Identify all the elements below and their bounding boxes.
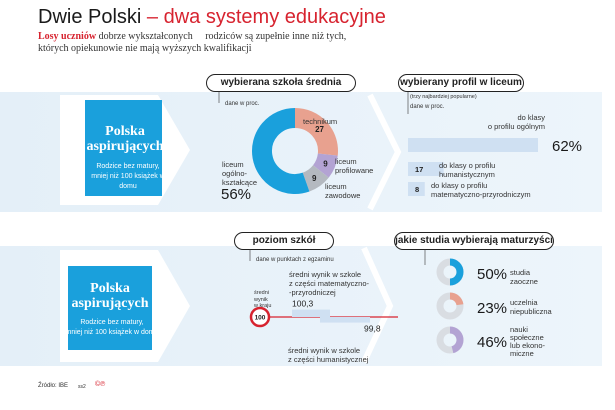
left-panel-1-box [85, 100, 162, 196]
chart4-rings [436, 258, 464, 354]
label-stud1: studia zaoczne [510, 268, 538, 286]
chart2-title-pill: wybierany profil w liceum [398, 74, 524, 92]
chart2-subtitle: (trzy najbardziej popularne) [410, 94, 477, 100]
chart4-leader [424, 249, 426, 265]
bar-prof-mat [408, 182, 425, 196]
slice-technikum [294, 108, 338, 156]
reference-value: 100 [255, 315, 266, 322]
bar-mat-value: 100,3 [292, 299, 314, 309]
slice-lic-prof-value: 9 [323, 160, 328, 169]
slice-lic-zaw-value: 9 [312, 174, 317, 183]
left-panel-2-title: Polska aspirujących [71, 281, 149, 311]
label-lic-zaw: liceum zawodowe [325, 182, 361, 200]
intro-part-1: dobrze wykształconych [98, 31, 193, 42]
chart1-leader [218, 91, 220, 103]
separator-1 [367, 93, 402, 211]
intro-part-2: rodziców są zupełnie inne niż tych, [205, 31, 347, 42]
publisher-logo: ©℗ [95, 381, 106, 388]
bar-hum [320, 317, 370, 323]
left-panel-2-desc: Rodzice bez matury, mniej niż 100 książe… [65, 319, 159, 336]
chart4-title-pill: jakie studia wybierają maturzyści [394, 232, 554, 250]
label-prof-mat: do klasy o profilu matematyczno-przyrodni… [431, 181, 531, 199]
slice-lic-zaw [302, 164, 329, 192]
label-technikum: technikum [303, 117, 338, 126]
label-avg: średni wynik w kraju [254, 290, 272, 309]
label-hum: średni wynik w szkole z części humanistyc… [288, 346, 369, 364]
ring-stud3-value: 46% [477, 334, 508, 351]
label-lic-og: liceum ogólno-kształcące [222, 160, 258, 187]
bar-mat [292, 309, 330, 317]
reference-marker [249, 306, 271, 328]
slice-lic-prof [312, 152, 338, 178]
chart1-title-pill: wybierana szkoła średnia [206, 74, 356, 92]
chart3-subtitle: dane w punktach z egzaminu [256, 257, 334, 263]
ring-stud1-value: 50% [477, 266, 508, 283]
intro-text: Losy uczniów dobrze wykształconych rodzi… [38, 31, 418, 55]
label-mat: średni wynik w szkole z części matematycz… [289, 270, 370, 297]
intro-lead: Losy uczniów [38, 31, 97, 42]
chart2-bars: 17 8 [408, 138, 538, 196]
ring-stud2-value: 23% [477, 300, 508, 317]
label-prof-hum: do klasy o profilu humanistycznym [439, 161, 496, 179]
chart3-title-pill: poziom szkół [234, 232, 334, 250]
bar-prof-hum-value: 17 [415, 165, 423, 174]
chart3-plot: 100 100,3 99,8 [249, 299, 398, 334]
ring-stud3 [449, 326, 464, 354]
chart1-subtitle: dane w proc. [225, 101, 260, 107]
slice-technikum-value: 27 [315, 125, 324, 134]
left-panel-1-title: Polska aspirujących [86, 124, 164, 154]
separator-2 [361, 246, 394, 364]
bar-prof-mat-value: 8 [415, 185, 419, 194]
page-title: Dwie Polski – dwa systemy edukacyjne [38, 6, 386, 29]
value-lic-og: 56% [221, 186, 252, 203]
bar-prof-hum [408, 162, 444, 176]
chart3-leader [249, 249, 251, 261]
title-main: Dwie Polski [38, 6, 142, 28]
left-panel-2-box [68, 266, 152, 350]
left-panel-1-desc: Rodzice bez matury, mniej niż 100 książe… [91, 163, 165, 190]
label-lic-prof: liceum profilowane [335, 157, 374, 175]
bar-prof-og [408, 138, 538, 152]
ring-stud2 [449, 292, 464, 306]
bar-hum-value: 99,8 [364, 324, 381, 334]
label-prof-og: do klasy o profilu ogólnym [487, 113, 545, 131]
code-note: ss2 [78, 384, 86, 390]
label-stud2: uczelnia niepubliczna [510, 298, 552, 316]
chart2-unit: dane w proc. [410, 104, 445, 110]
source-note: Źródło: IBE [38, 383, 69, 389]
chart1-donut: 27 99 [252, 108, 338, 194]
label-stud3: nauki społeczne lub ekono-miczne [510, 325, 546, 358]
value-prof-og: 62% [552, 138, 583, 155]
ring-stud1 [449, 258, 464, 286]
slice-lic-og [252, 108, 310, 194]
intro-part-3: których opiekunowie nie mają wyższych kw… [38, 43, 252, 54]
chart2-leader [407, 92, 409, 114]
title-accent: – dwa systemy edukacyjne [146, 6, 386, 28]
